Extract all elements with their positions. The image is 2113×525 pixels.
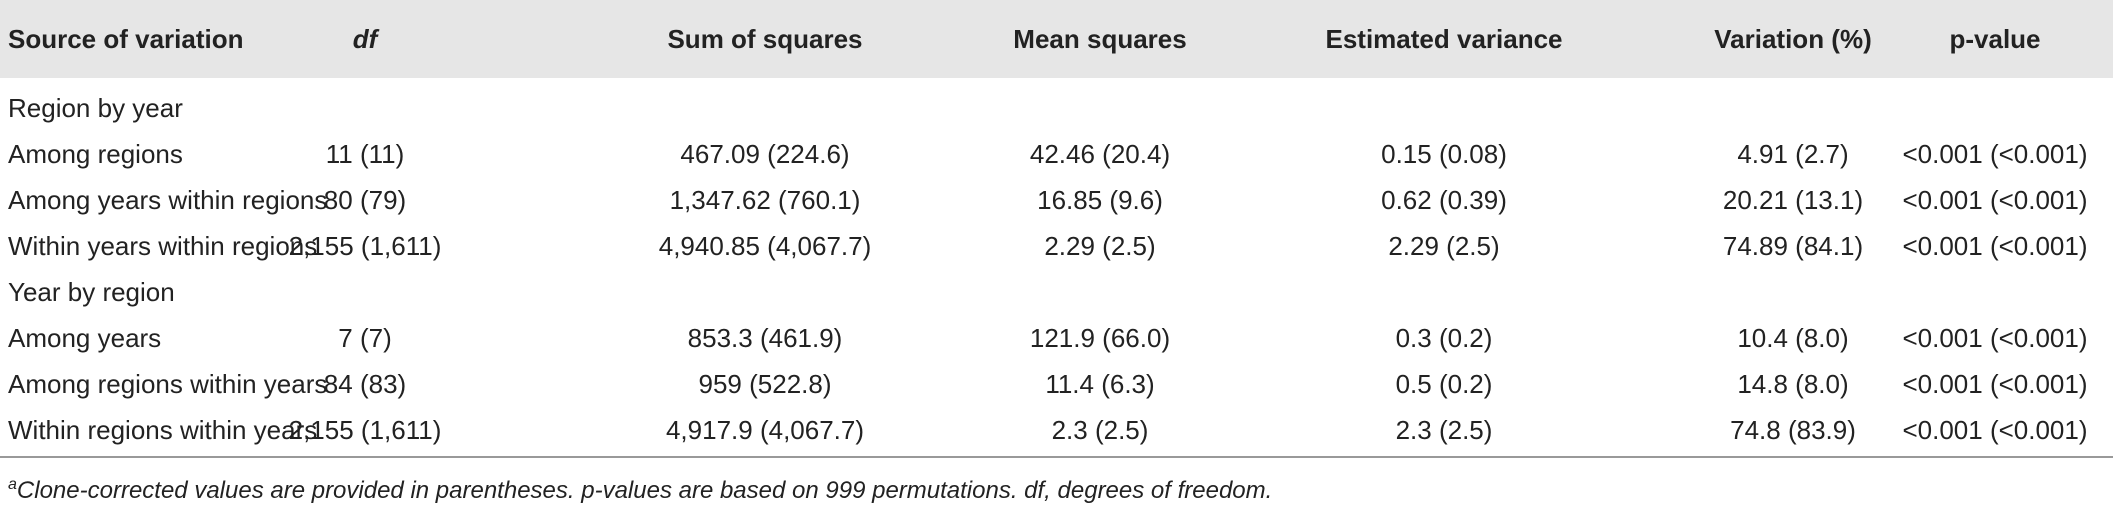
cell-value: <0.001 (<0.001) [1902,139,2088,169]
cell-value: <0.001 (<0.001) [1902,369,2088,399]
footnote: aClone-corrected values are provided in … [8,476,1272,505]
cell-value: 0.5 (0.2) [1395,369,1493,399]
cell-value: 7 (7) [338,323,392,353]
row-label: Within years within regions [8,231,318,261]
row-label: Among years [8,323,162,353]
cell-value: 0.62 (0.39) [1381,185,1507,215]
cell-value: <0.001 (<0.001) [1902,415,2088,445]
cell-value: 4,940.85 (4,067.7) [658,231,872,261]
row-label: Among regions [8,139,183,169]
cell-value: 2.29 (2.5) [1044,231,1156,261]
cell-value: 74.89 (84.1) [1722,231,1864,261]
cell-value: 4.91 (2.7) [1737,139,1849,169]
bottom-rule [0,456,2113,458]
cell-value: 2,155 (1,611) [288,231,442,261]
column-header: Sum of squares [667,24,863,54]
section-label: Region by year [8,93,183,123]
cell-value: 959 (522.8) [698,369,832,399]
cell-value: 11.4 (6.3) [1045,369,1155,399]
row-label: Among years within regions [8,185,328,215]
cell-value: 14.8 (8.0) [1737,369,1849,399]
row-label: Within regions within years [8,415,318,445]
cell-value: 4,917.9 (4,067.7) [665,415,865,445]
cell-value: 11 (11) [325,139,405,169]
section-label: Year by region [8,277,175,307]
cell-value: 80 (79) [323,185,407,215]
column-header: Mean squares [1013,24,1187,54]
cell-value: 467.09 (224.6) [680,139,850,169]
column-header: p-value [1949,24,2041,54]
column-header: Estimated variance [1325,24,1563,54]
row-label: Among regions within years [8,369,328,399]
cell-value: 853.3 (461.9) [687,323,843,353]
cell-value: 2.3 (2.5) [1051,415,1149,445]
cell-value: 84 (83) [323,369,407,399]
cell-value: 2.29 (2.5) [1388,231,1500,261]
cell-value: <0.001 (<0.001) [1902,185,2088,215]
cell-value: 20.21 (13.1) [1722,185,1864,215]
cell-value: <0.001 (<0.001) [1902,231,2088,261]
column-header: Variation (%) [1714,24,1872,54]
cell-value: 0.15 (0.08) [1381,139,1507,169]
cell-value: 42.46 (20.4) [1029,139,1171,169]
cell-value: 2,155 (1,611) [288,415,442,445]
cell-value: 121.9 (66.0) [1029,323,1171,353]
cell-value: 1,347.62 (760.1) [669,185,861,215]
column-header: df [352,24,378,54]
column-header: Source of variation [8,24,244,54]
footnote-text: Clone-corrected values are provided in p… [16,477,1273,504]
footnote-marker: a [8,476,17,493]
cell-value: <0.001 (<0.001) [1902,323,2088,353]
cell-value: 10.4 (8.0) [1737,323,1849,353]
cell-value: 2.3 (2.5) [1395,415,1493,445]
cell-value: 0.3 (0.2) [1395,323,1493,353]
cell-value: 74.8 (83.9) [1730,415,1856,445]
header-band [0,0,2113,78]
cell-value: 16.85 (9.6) [1037,185,1163,215]
